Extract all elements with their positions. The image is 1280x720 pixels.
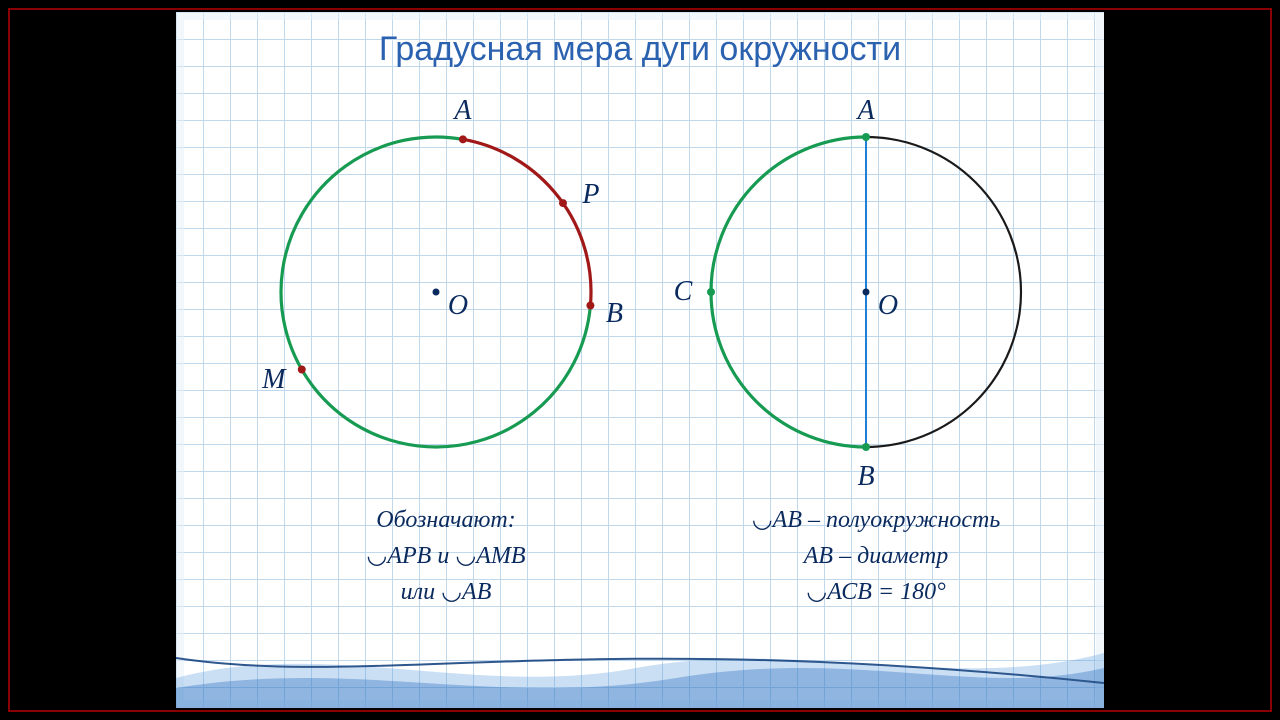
point-label-a: А	[454, 95, 471, 127]
left-caption-line3: или ◡АВ	[296, 574, 596, 610]
center-label: О	[878, 290, 898, 322]
point-label-c: С	[674, 276, 693, 308]
left-caption: Обозначают: ◡АРВ и ◡АМВ или ◡АВ	[296, 502, 596, 610]
right-caption-line1: ◡АВ – полуокружность	[706, 502, 1046, 538]
slide: Градусная мера дуги окружности ОАВРМОАВС…	[176, 12, 1104, 708]
point-label-b: В	[857, 461, 874, 493]
right-caption-line2: АВ – диаметр	[706, 538, 1046, 574]
arc-symbol-icon: ◡	[366, 542, 387, 569]
arc-symbol-icon: ◡	[806, 578, 827, 605]
point-label-m: М	[262, 364, 285, 396]
left-caption-line2: ◡АРВ и ◡АМВ	[296, 538, 596, 574]
point-label-p: Р	[582, 179, 599, 211]
center-label: О	[448, 290, 468, 322]
right-caption-line3: ◡АСВ = 180°	[706, 574, 1046, 610]
arc-symbol-icon: ◡	[441, 578, 462, 605]
arc-symbol-icon: ◡	[455, 542, 476, 569]
left-caption-line1: Обозначают:	[296, 502, 596, 538]
point-label-a: А	[857, 95, 874, 127]
point-label-b: В	[606, 298, 623, 330]
arc-symbol-icon: ◡	[752, 506, 773, 533]
right-caption: ◡АВ – полуокружность АВ – диаметр ◡АСВ =…	[706, 502, 1046, 610]
